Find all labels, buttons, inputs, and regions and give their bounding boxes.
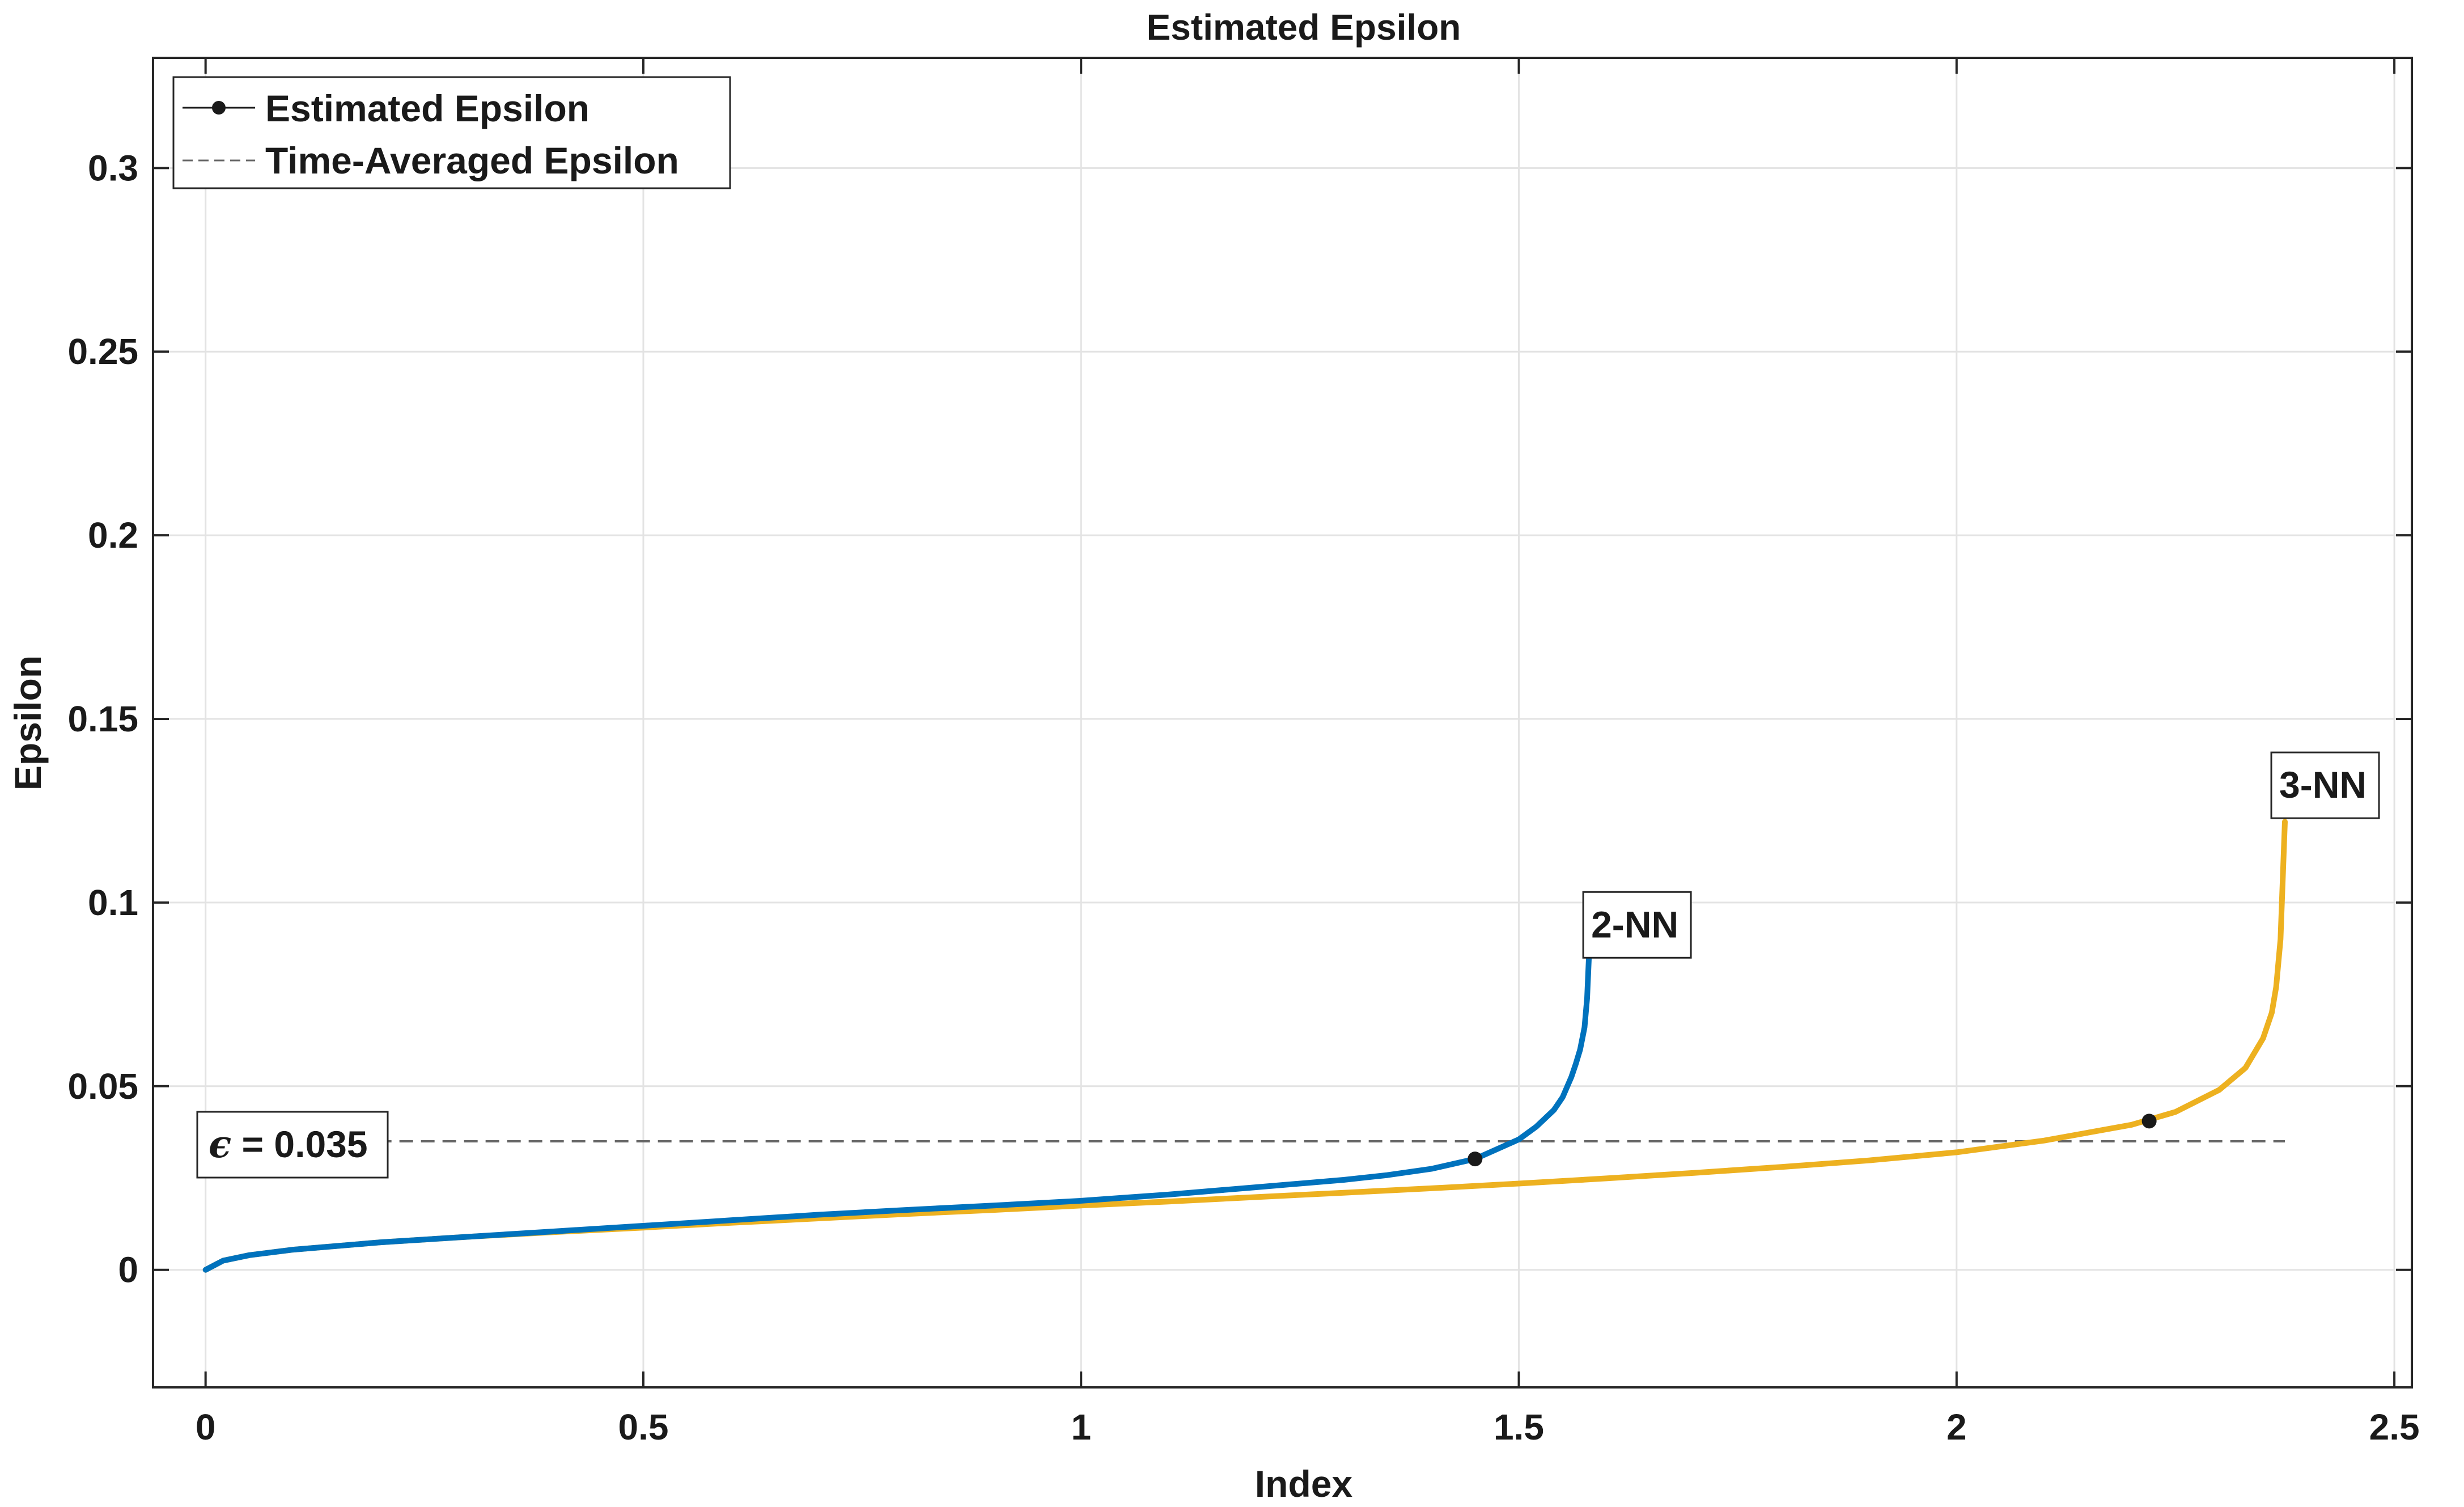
epsilon-symbol: ϵ xyxy=(209,1122,231,1166)
y-axis-label: Epsilon xyxy=(7,655,49,790)
epsilon-value: = 0.035 xyxy=(231,1123,367,1165)
series-line-2-nn xyxy=(202,955,1592,1273)
annotation-label-3nn: 3-NN xyxy=(2279,764,2367,806)
x-tick-label: 0.5 xyxy=(618,1407,668,1447)
series-line-3-nn xyxy=(202,819,2288,1273)
legend-label-time-averaged-epsilon: Time-Averaged Epsilon xyxy=(265,139,679,181)
y-tick-label: 0.05 xyxy=(67,1066,138,1107)
y-tick-label: 0.2 xyxy=(88,515,138,556)
x-tick-label: 2.5 xyxy=(2369,1407,2420,1447)
marker-layer xyxy=(1468,1114,2157,1167)
legend-box xyxy=(172,76,731,189)
axes: 0 0.5 1 1.5 2 2.5 0 0.05 0.1 0.15 0.2 0.25 0.3 xyxy=(67,58,2420,1447)
estimated-epsilon-marker xyxy=(1468,1152,1483,1167)
annotation-label-2nn: 2-NN xyxy=(1591,903,1678,945)
grid xyxy=(153,58,2412,1387)
x-axis-label: Index xyxy=(1255,1463,1353,1505)
annotation-box-epsilon xyxy=(196,1111,389,1179)
y-tick-label: 0.25 xyxy=(67,331,138,372)
y-tick-label: 0.3 xyxy=(88,147,138,188)
legend: Estimated Epsilon Time-Averaged Epsilon xyxy=(172,76,731,189)
annotation-box-3nn xyxy=(2270,751,2380,819)
legend-estimated-marker xyxy=(212,101,226,115)
y-tick-label: 0.15 xyxy=(67,699,138,739)
series-layer xyxy=(202,819,2288,1273)
y-tick-label: 0.1 xyxy=(88,882,138,923)
plot-area-frame xyxy=(152,57,2413,1389)
x-tick-label: 1 xyxy=(1071,1407,1091,1447)
annotation-box-2nn xyxy=(1582,891,1692,959)
annotation-layer: 2-NN 3-NN ϵ = 0.035 xyxy=(196,751,2380,1179)
x-tick-label: 2 xyxy=(1946,1407,1967,1447)
chart-title: Estimated Epsilon xyxy=(1147,7,1461,48)
y-tick-label: 0 xyxy=(118,1250,138,1290)
x-tick-label: 1.5 xyxy=(1494,1407,1544,1447)
legend-label-estimated-epsilon: Estimated Epsilon xyxy=(265,87,590,129)
x-tick-label: 0 xyxy=(196,1407,216,1447)
annotation-label-epsilon: ϵ = 0.035 xyxy=(209,1122,368,1166)
estimated-epsilon-marker xyxy=(2141,1114,2157,1129)
